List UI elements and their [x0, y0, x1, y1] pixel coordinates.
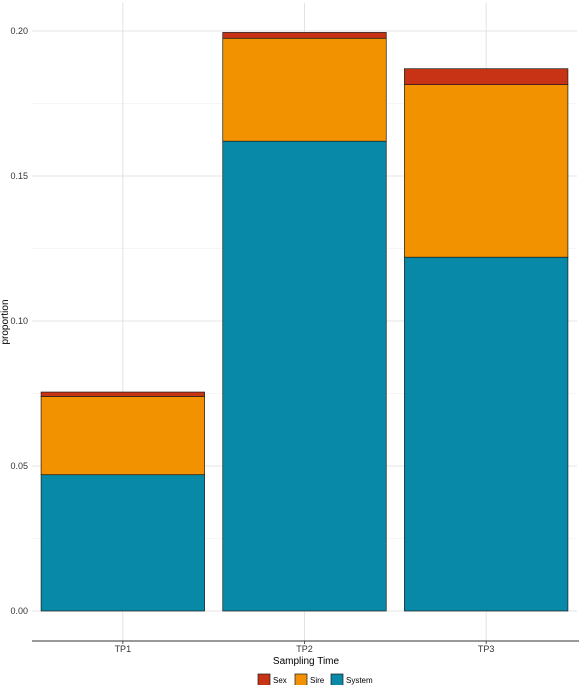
bar-tp2-sex	[222, 32, 387, 39]
legend-swatch-sire	[294, 673, 308, 685]
legend-label-system: System	[346, 676, 373, 685]
y-tick-label: 0.05	[10, 461, 28, 471]
x-tick-labels: TP1 TP2 TP3	[115, 641, 495, 654]
legend-swatch-sex	[257, 673, 271, 685]
bar-tp2-sire	[222, 37, 387, 142]
x-axis-title: Sampling Time	[273, 656, 340, 667]
x-tick-label: TP1	[115, 644, 132, 654]
x-tick-label: TP2	[296, 644, 313, 654]
y-tick-label: 0.15	[10, 171, 28, 181]
legend-label-sire: Sire	[310, 676, 325, 685]
bar-tp2-system	[222, 140, 387, 612]
bar-tp3-sex	[404, 68, 569, 85]
bar-tp1-sex	[40, 391, 205, 397]
legend-swatch-system	[330, 673, 344, 685]
y-tick-label: 0.20	[10, 26, 28, 36]
y-axis-title: proportion	[0, 299, 11, 344]
bar-tp3-system	[404, 256, 569, 612]
bars	[40, 32, 569, 612]
y-tick-label: 0.10	[10, 316, 28, 326]
y-tick-labels: 0.00 0.05 0.10 0.15 0.20	[10, 26, 28, 616]
legend-label-sex: Sex	[273, 676, 287, 685]
bar-tp1-system	[40, 474, 205, 612]
legend: Sex Sire System	[257, 673, 373, 685]
bar-tp1-sire	[40, 396, 205, 476]
x-tick-label: TP3	[478, 644, 495, 654]
bar-tp3-sire	[404, 84, 569, 258]
y-tick-label: 0.00	[10, 606, 28, 616]
